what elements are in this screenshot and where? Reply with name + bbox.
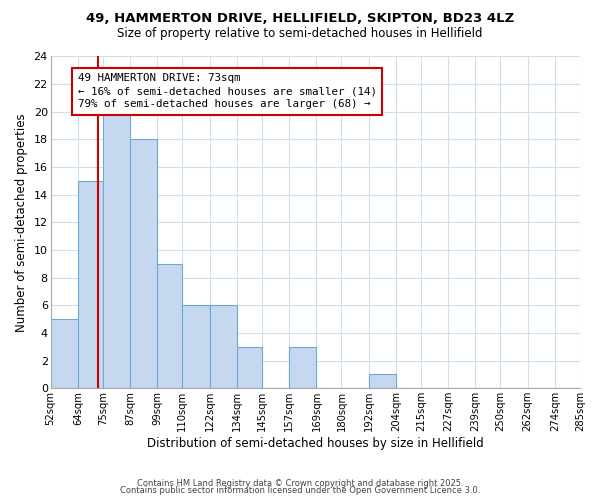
Bar <box>130 140 157 388</box>
Text: Contains public sector information licensed under the Open Government Licence 3.: Contains public sector information licen… <box>120 486 480 495</box>
Text: Contains HM Land Registry data © Crown copyright and database right 2025.: Contains HM Land Registry data © Crown c… <box>137 478 463 488</box>
Bar <box>289 347 316 389</box>
Text: Size of property relative to semi-detached houses in Hellifield: Size of property relative to semi-detach… <box>117 28 483 40</box>
X-axis label: Distribution of semi-detached houses by size in Hellifield: Distribution of semi-detached houses by … <box>147 437 484 450</box>
Bar <box>209 306 237 388</box>
Text: 49 HAMMERTON DRIVE: 73sqm
← 16% of semi-detached houses are smaller (14)
79% of : 49 HAMMERTON DRIVE: 73sqm ← 16% of semi-… <box>78 73 377 110</box>
Y-axis label: Number of semi-detached properties: Number of semi-detached properties <box>15 113 28 332</box>
Bar <box>182 306 209 388</box>
Text: 49, HAMMERTON DRIVE, HELLIFIELD, SKIPTON, BD23 4LZ: 49, HAMMERTON DRIVE, HELLIFIELD, SKIPTON… <box>86 12 514 26</box>
Bar <box>103 112 130 388</box>
Bar <box>78 181 103 388</box>
Bar <box>157 264 182 388</box>
Bar <box>237 347 262 389</box>
Bar <box>50 319 78 388</box>
Bar <box>368 374 396 388</box>
